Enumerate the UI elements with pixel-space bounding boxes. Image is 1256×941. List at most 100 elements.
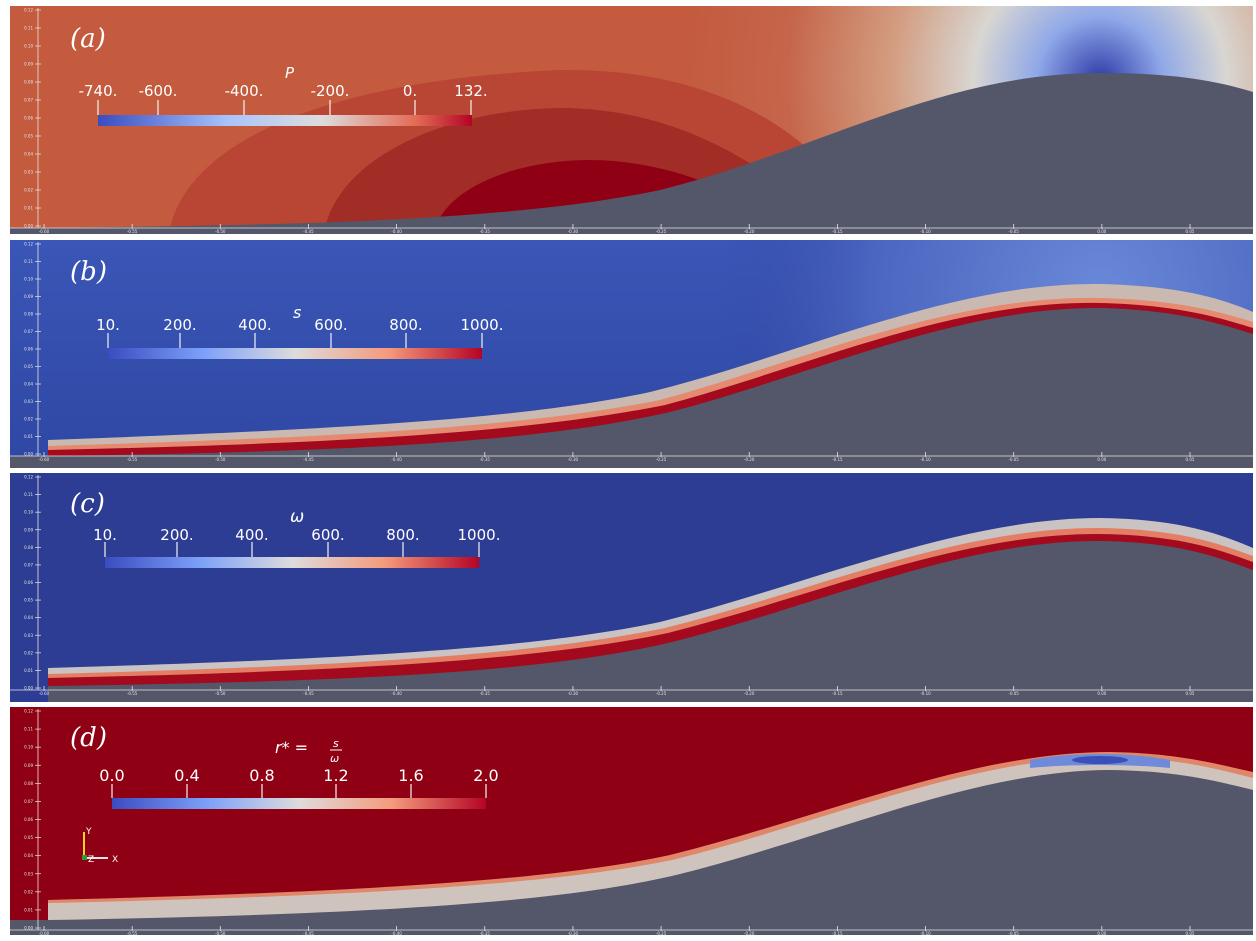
x-axis-tick-label: -0.35 <box>480 229 491 234</box>
y-axis-tick-label: 0.06 <box>24 817 33 822</box>
panel-c-label: (c) <box>70 489 105 519</box>
orientation-z-marker <box>82 855 87 860</box>
colorbar-c-tick-label: 800. <box>386 526 419 544</box>
y-axis-tick-label: 0.04 <box>24 615 33 620</box>
axes-overlay: -0.60 -0.55 -0.50 -0.45 -0.40 -0.35 -0.30 -0.25… <box>10 8 1253 936</box>
ratio-min-d <box>1072 756 1128 764</box>
y-axis-tick-label: 0.05 <box>24 598 33 603</box>
orientation-axes: Y Z X <box>82 827 118 865</box>
y-axis-tick-label: 0.10 <box>24 745 33 750</box>
wall-d <box>48 770 1253 935</box>
panel-d: r* = s ω 0.0 0.4 0.8 1.2 1.6 2.0 Y Z X (… <box>10 707 1253 935</box>
y-axis-tick-label: 0.01 <box>24 668 33 673</box>
y-axis-tick-label: 0.05 <box>24 134 33 139</box>
y-axis-tick-label: 0.10 <box>24 44 33 49</box>
colorbar-b-title: s <box>293 303 301 322</box>
y-axis-tick-label: 0.12 <box>24 709 33 714</box>
x-axis-tick-label: -0.60 <box>39 229 50 234</box>
colorbar-d-gradient <box>112 798 486 809</box>
x-axis-tick-label: -0.30 <box>568 691 579 696</box>
y-axis-tick-label: 0.03 <box>24 633 33 638</box>
x-axis-tick-label: -0.10 <box>920 931 931 936</box>
y-axis-tick-label: 0.04 <box>24 382 33 387</box>
panel-d-label: (d) <box>70 723 107 753</box>
panel-b: s 10. 200. 400. 600. 800. 1000. (b) <box>10 240 1253 468</box>
y-axis-tick-label: 0.11 <box>24 26 33 31</box>
x-axis-tick-label: -0.35 <box>480 931 491 936</box>
y-axis-tick-label: 0.09 <box>24 527 33 532</box>
y-axis-tick-label: 0.02 <box>24 188 33 193</box>
y-axis-tick-label: 0.11 <box>24 727 33 732</box>
colorbar-d: r* = s ω 0.0 0.4 0.8 1.2 1.6 2.0 <box>99 737 499 809</box>
y-axis-tick-label: 0.08 <box>24 80 33 85</box>
y-axis-tick-label: 0.02 <box>24 889 33 894</box>
panel-c: ω 10. 200. 400. 600. 800. 1000. (c) <box>10 473 1253 702</box>
y-axis-tick-label: 0.09 <box>24 294 33 299</box>
y-axis-tick-label: 0.01 <box>24 907 33 912</box>
y-axis-tick-label: 0.06 <box>24 580 33 585</box>
x-axis-tick-label: -0.20 <box>744 691 755 696</box>
x-axis-tick-label: -0.50 <box>215 691 226 696</box>
x-axis-tick-label: -0.25 <box>656 457 667 462</box>
colorbar-c-tick-label: 600. <box>311 526 344 544</box>
x-axis-tick-label: -0.40 <box>391 229 402 234</box>
x-axis-tick-label: -0.45 <box>303 229 314 234</box>
x-axis-tick-label: -0.50 <box>215 457 226 462</box>
x-axis-tick-label: -0.55 <box>127 229 138 234</box>
colorbar-d-title-lhs: r* = <box>275 738 308 757</box>
y-axis-tick-label: 0.04 <box>24 152 33 157</box>
y-axis-tick-label: 0.12 <box>24 475 33 480</box>
x-axis-tick-label: -0.05 <box>1009 457 1020 462</box>
y-axis-tick-label: 0.07 <box>24 562 33 567</box>
panel-separator <box>0 234 1256 240</box>
colorbar-b-tick-label: 400. <box>238 316 271 334</box>
colorbar-c-title: ω <box>290 507 304 527</box>
x-axis-tick-label: -0.10 <box>920 457 931 462</box>
colorbar-a-ticks <box>97 100 472 115</box>
colorbar-a-gradient <box>98 115 472 126</box>
panel-separator <box>0 468 1256 473</box>
colorbar-a-title: P <box>285 64 295 82</box>
colorbar-d-title: r* = s ω <box>275 737 342 765</box>
orientation-x-label: X <box>112 855 118 865</box>
x-axis-tick-label: -0.20 <box>744 457 755 462</box>
x-axis-tick-label: -0.40 <box>391 931 402 936</box>
x-axis-tick-label: -0.45 <box>303 931 314 936</box>
x-axis-tick-label: -0.60 <box>39 457 50 462</box>
x-axis-tick-label: -0.05 <box>1009 931 1020 936</box>
x-axis-tick-label: 0.05 <box>1186 691 1195 696</box>
y-axis-tick-label: 0.05 <box>24 835 33 840</box>
y-axis-tick-label: 0.04 <box>24 853 33 858</box>
colorbar-d-tick-label: 2.0 <box>473 766 498 785</box>
colorbar-c-tick-label: 1000. <box>458 526 501 544</box>
colorbar-c-tick-label: 10. <box>93 526 117 544</box>
colorbar-d-ticks <box>111 784 487 798</box>
colorbar-b-ticks <box>107 333 483 348</box>
y-axis-tick-label: 0.09 <box>24 62 33 67</box>
x-axis-tick-label: -0.15 <box>832 229 843 234</box>
y-axis-tick-label: 0.02 <box>24 417 33 422</box>
colorbar-b-tick-label: 200. <box>163 316 196 334</box>
colorbar-b-tick-label: 800. <box>389 316 422 334</box>
colorbar-c-ticks <box>104 542 480 557</box>
x-axis-tick-label: 0.00 <box>1097 457 1106 462</box>
y-axis-tick-label: 0.07 <box>24 799 33 804</box>
y-axis-tick-label: 0.01 <box>24 434 33 439</box>
y-axis-tick-label: 0.10 <box>24 277 33 282</box>
y-axis-tick-label: 0.11 <box>24 259 33 264</box>
x-axis-tick-label: 0.05 <box>1186 931 1195 936</box>
colorbar-a-tick-label: -600. <box>139 82 178 100</box>
x-axis-tick-label: -0.15 <box>832 457 843 462</box>
x-axis-tick-label: -0.25 <box>656 691 667 696</box>
colorbar-a-tick-label: 0. <box>403 82 417 100</box>
panel-a: P -740. -600. -400. -200. 0. 132. (a) <box>10 6 1253 234</box>
y-axis-tick-label: 0.00 <box>24 926 33 931</box>
x-axis-tick-label: -0.05 <box>1009 229 1020 234</box>
colorbar-c-gradient <box>105 557 479 568</box>
y-axis-tick-label: 0.01 <box>24 206 33 211</box>
y-axis-tick-label: 0.06 <box>24 347 33 352</box>
x-axis-tick-label: -0.30 <box>568 931 579 936</box>
colorbar-b-tick-label: 10. <box>96 316 120 334</box>
y-axis-tick-label: 0.07 <box>24 329 33 334</box>
